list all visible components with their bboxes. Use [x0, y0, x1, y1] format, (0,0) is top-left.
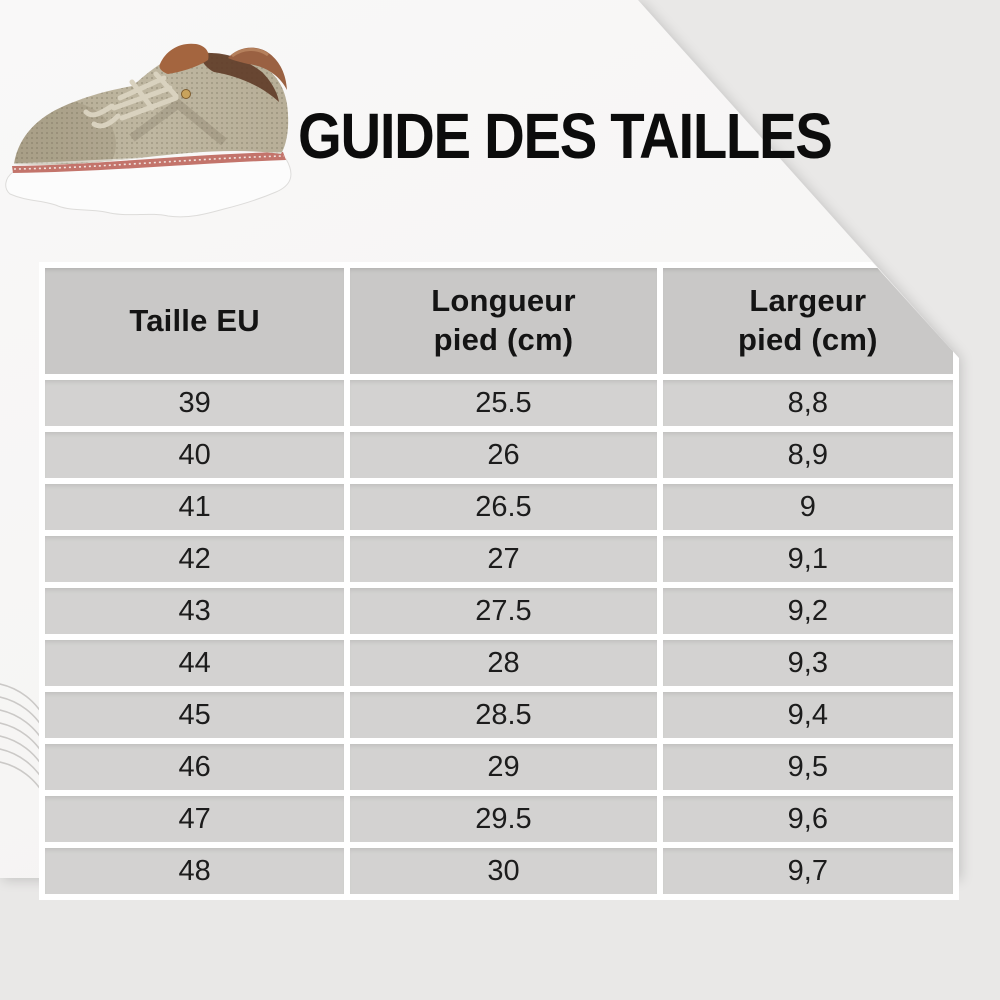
table-cell: 9,5	[662, 744, 953, 790]
table-cell: 30	[350, 848, 657, 894]
table-cell: 42	[45, 536, 345, 582]
table-row: 39 25.5 8,8	[45, 380, 953, 426]
header-longueur: Longueur pied (cm)	[350, 268, 657, 374]
table-cell: 47	[45, 796, 345, 842]
table-row: 43 27.5 9,2	[45, 588, 953, 634]
table-cell: 27	[350, 536, 657, 582]
size-table: Taille EU Longueur pied (cm) Largeur pie…	[39, 262, 959, 900]
table-cell: 41	[45, 484, 345, 530]
table-cell: 40	[45, 432, 345, 478]
table-cell: 28.5	[350, 692, 657, 738]
table-cell: 45	[45, 692, 345, 738]
shoe-tongue	[159, 43, 209, 74]
table-cell: 26	[350, 432, 657, 478]
table-row: 44 28 9,3	[45, 640, 953, 686]
table-row: 47 29.5 9,6	[45, 796, 953, 842]
table-cell: 9,3	[662, 640, 953, 686]
table-cell: 9,2	[662, 588, 953, 634]
size-table-container: Taille EU Longueur pied (cm) Largeur pie…	[39, 262, 959, 900]
sneaker-image	[5, 43, 292, 218]
table-cell: 26.5	[350, 484, 657, 530]
table-cell: 9	[662, 484, 953, 530]
table-cell: 9,1	[662, 536, 953, 582]
table-cell: 8,8	[662, 380, 953, 426]
table-row: 41 26.5 9	[45, 484, 953, 530]
shoe-laces	[83, 71, 179, 129]
table-row: 46 29 9,5	[45, 744, 953, 790]
header-taille-eu: Taille EU	[45, 268, 345, 374]
page-title: GUIDE DES TAILLES	[298, 100, 833, 172]
table-cell: 9,7	[662, 848, 953, 894]
table-cell: 48	[45, 848, 345, 894]
table-cell: 25.5	[350, 380, 657, 426]
table-cell: 43	[45, 588, 345, 634]
table-row: 40 26 8,9	[45, 432, 953, 478]
table-row: 48 30 9,7	[45, 848, 953, 894]
table-cell: 39	[45, 380, 345, 426]
table-cell: 8,9	[662, 432, 953, 478]
shoe-collar	[200, 52, 279, 102]
table-cell: 29.5	[350, 796, 657, 842]
shoe-eyelet	[181, 89, 191, 99]
table-cell: 28	[350, 640, 657, 686]
table-cell: 44	[45, 640, 345, 686]
table-cell: 9,4	[662, 692, 953, 738]
table-cell: 46	[45, 744, 345, 790]
table-cell: 29	[350, 744, 657, 790]
table-header-row: Taille EU Longueur pied (cm) Largeur pie…	[45, 268, 953, 374]
table-row: 45 28.5 9,4	[45, 692, 953, 738]
shoe-heel-tab	[228, 47, 287, 90]
table-cell: 27.5	[350, 588, 657, 634]
table-row: 42 27 9,1	[45, 536, 953, 582]
size-table-body: 39 25.5 8,8 40 26 8,9 41 26.5 9 42 27 9,1 43 27.5 9,2 4…	[45, 380, 953, 894]
table-cell: 9,6	[662, 796, 953, 842]
